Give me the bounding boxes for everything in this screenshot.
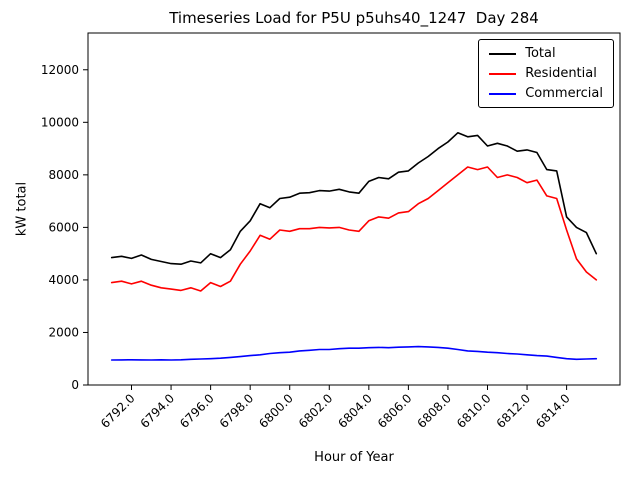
series-line-residential [110, 166, 598, 292]
legend-label-residential: Residential [525, 66, 597, 81]
legend-line-total [489, 52, 517, 55]
y-tick-label: 10000 [41, 115, 79, 129]
y-tick-label: 6000 [48, 220, 79, 234]
x-tick-label: 6814.0 [533, 391, 573, 431]
x-tick-label: 6808.0 [414, 391, 454, 431]
legend-entry-commercial: Commercial [489, 87, 603, 100]
legend-label-commercial: Commercial [525, 86, 603, 101]
chart-title: Timeseries Load for P5U p5uhs40_1247 Day… [169, 9, 539, 27]
legend-line-commercial [489, 92, 517, 95]
y-tick-label: 8000 [48, 168, 79, 182]
x-tick-label: 6802.0 [296, 391, 336, 431]
y-tick-label: 2000 [48, 325, 79, 339]
x-tick-label: 6800.0 [256, 391, 296, 431]
x-tick-label: 6804.0 [335, 391, 375, 431]
x-tick-label: 6798.0 [217, 391, 257, 431]
axes-border [87, 32, 621, 386]
y-tick-label: 12000 [41, 63, 79, 77]
legend: Total Residential Commercial [478, 39, 614, 108]
x-axis-label: Hour of Year [314, 450, 394, 465]
x-tick-label: 6812.0 [494, 391, 534, 431]
x-tick-label: 6792.0 [98, 391, 138, 431]
y-tick-label: 0 [71, 378, 79, 392]
x-tick-label: 6796.0 [177, 391, 217, 431]
series-line-commercial [110, 345, 598, 361]
x-tick-label: 6806.0 [375, 391, 415, 431]
series-line-total [110, 132, 598, 266]
x-tick-label: 6810.0 [454, 391, 494, 431]
legend-label-total: Total [525, 46, 556, 61]
legend-entry-total: Total [489, 47, 603, 60]
y-tick-label: 4000 [48, 273, 79, 287]
legend-entry-residential: Residential [489, 67, 603, 80]
x-tick-label: 6794.0 [138, 391, 178, 431]
legend-line-residential [489, 72, 517, 75]
